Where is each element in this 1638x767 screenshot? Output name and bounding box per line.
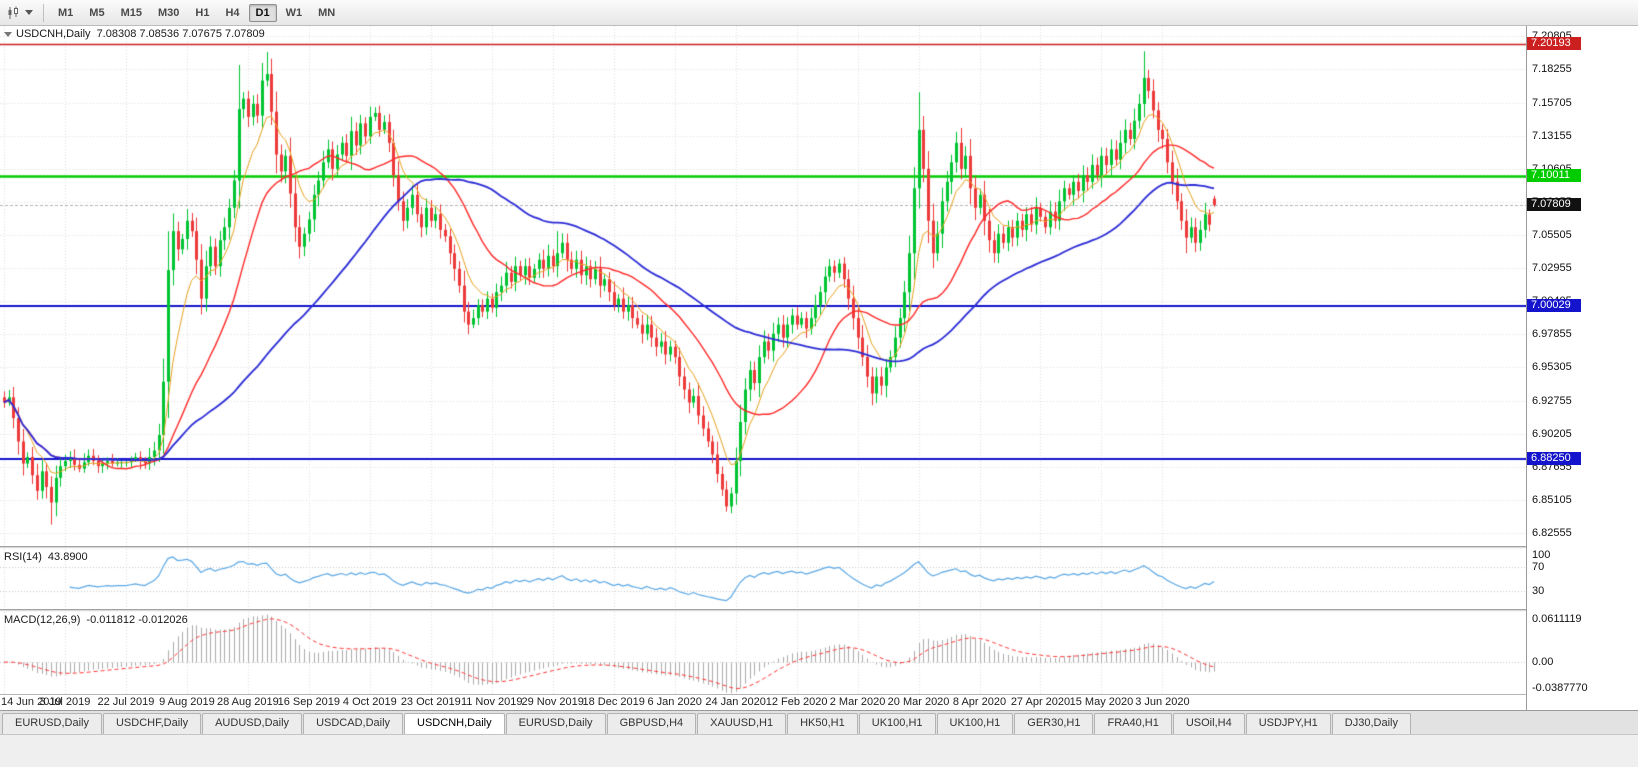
date-label: 20 Mar 2020 (887, 696, 950, 708)
timeframe-button-h4[interactable]: H4 (225, 6, 240, 19)
date-label: 15 May 2020 (1069, 696, 1134, 708)
price-tick-label: 7.18255 (1532, 63, 1572, 75)
timeframe-group: M1 M5 M15 M30 H1 H4 D1 W1 MN (50, 3, 343, 22)
macd-values: -0.011812 -0.012026 (86, 614, 188, 626)
chart-tab-hk50-h1[interactable]: HK50,H1 (787, 713, 858, 734)
time-axis[interactable]: 14 Jun 2019 3 Jul 2019 22 Jul 2019 9 Aug 20… (0, 694, 1526, 710)
macd-axis-label: -0.0387770 (1532, 682, 1588, 694)
chart-tab-gbpusd-h4[interactable]: GBPUSD,H4 (606, 713, 697, 734)
chart-tab-uk100-h1[interactable]: UK100,H1 (858, 713, 936, 734)
price-chart-canvas[interactable] (0, 26, 1526, 546)
chart-tab-usdcad-daily[interactable]: USDCAD,Daily (303, 713, 404, 734)
caret-down-icon[interactable] (25, 10, 33, 15)
chart-tab-fra40-h1[interactable]: FRA40,H1 (1094, 713, 1172, 734)
chart-tab-eurusd-daily[interactable]: EURUSD,Daily (505, 713, 606, 734)
date-label: 18 Dec 2019 (582, 696, 645, 708)
rsi-title: RSI(14) 43.8900 (4, 551, 88, 563)
price-tick-label: 6.95305 (1532, 361, 1572, 373)
macd-canvas[interactable] (0, 612, 1526, 694)
chart-title: USDCNH,Daily 7.08308 7.08536 7.07675 7.07… (4, 28, 265, 40)
price-tick-label: 6.92755 (1532, 395, 1572, 407)
chart-ohlc-values: 7.08308 7.08536 7.07675 7.07809 (96, 28, 265, 40)
status-bar (0, 734, 1638, 767)
one-click-trading-toggle-icon[interactable] (4, 31, 12, 37)
chart-tab-usdchf-daily[interactable]: USDCHF,Daily (102, 713, 202, 734)
date-label: 4 Oct 2019 (342, 696, 397, 708)
chart-tab-eurusd-daily[interactable]: EURUSD,Daily (2, 713, 102, 734)
candlestick-chart-icon[interactable] (5, 5, 23, 21)
price-tick-label: 6.97855 (1532, 328, 1572, 340)
chart-tab-usdcnh-daily[interactable]: USDCNH,Daily (404, 713, 505, 734)
price-level-tag: 7.10011 (1527, 169, 1581, 182)
macd-panel: MACD(12,26,9) -0.011812 -0.012026 (0, 612, 1526, 694)
price-tick-label: 7.13155 (1532, 130, 1572, 142)
price-tick-label: 6.85105 (1532, 494, 1572, 506)
date-label: 24 Jan 2020 (705, 696, 766, 708)
macd-axis-label: 0.0611119 (1532, 613, 1582, 625)
bid-price-tag: 7.07809 (1527, 198, 1581, 211)
macd-title: MACD(12,26,9) -0.011812 -0.012026 (4, 614, 188, 626)
chart-tab-uk100-h1[interactable]: UK100,H1 (936, 713, 1014, 734)
chart-tab-xauusd-h1[interactable]: XAUUSD,H1 (697, 713, 787, 734)
date-label: 2 Mar 2020 (829, 696, 886, 708)
rsi-level-label: 70 (1532, 561, 1545, 573)
timeframe-button-m15[interactable]: M15 (120, 6, 142, 19)
date-label: 12 Feb 2020 (765, 696, 828, 708)
price-level-tag: 7.00029 (1527, 299, 1581, 312)
plot-column: USDCNH,Daily 7.08308 7.08536 7.07675 7.07… (0, 26, 1526, 710)
price-chart-panel: USDCNH,Daily 7.08308 7.08536 7.07675 7.07… (0, 26, 1526, 546)
date-label: 22 Jul 2019 (97, 696, 155, 708)
price-tick-label: 7.02955 (1532, 262, 1572, 274)
timeframe-button-d1[interactable]: D1 (248, 3, 277, 22)
price-axis[interactable]: 7.208057.182557.157057.131557.106057.080… (1526, 26, 1638, 710)
rsi-level-label: 100 (1532, 549, 1551, 561)
price-tick-label: 6.90205 (1532, 428, 1572, 440)
price-level-tag: 6.88250 (1527, 452, 1581, 465)
timeframe-button-m1[interactable]: M1 (58, 6, 74, 19)
rsi-panel: RSI(14) 43.8900 (0, 549, 1526, 609)
date-label: 3 Jul 2019 (39, 696, 91, 708)
timeframe-button-m30[interactable]: M30 (157, 6, 180, 19)
panel-splitter[interactable] (0, 609, 1526, 612)
date-label: 11 Nov 2019 (460, 696, 523, 708)
date-label: 3 Jun 2020 (1135, 696, 1190, 708)
panel-splitter[interactable] (0, 546, 1526, 549)
date-label: 8 Apr 2020 (952, 696, 1007, 708)
date-label: 23 Oct 2019 (400, 696, 461, 708)
date-label: 16 Sep 2019 (277, 696, 341, 708)
rsi-canvas[interactable] (0, 549, 1526, 609)
rsi-level-label: 30 (1532, 585, 1545, 597)
date-label: 14 Jun 2019 (1, 696, 62, 708)
timeframe-button-w1[interactable]: W1 (285, 6, 303, 19)
chart-tab-usoil-h4[interactable]: USOil,H4 (1172, 713, 1245, 734)
chart-tab-audusd-daily[interactable]: AUDUSD,Daily (202, 713, 303, 734)
price-tick-label: 7.15705 (1532, 97, 1572, 109)
macd-label: MACD(12,26,9) (4, 614, 81, 626)
chart-symbol-label: USDCNH,Daily (16, 28, 91, 40)
rsi-label: RSI(14) (4, 551, 42, 563)
chart-tab-dj30-daily[interactable]: DJ30,Daily (1331, 713, 1411, 734)
price-level-tag: 7.20193 (1527, 37, 1581, 50)
chart-window: USDCNH,Daily 7.08308 7.08536 7.07675 7.07… (0, 26, 1638, 710)
timeframe-button-m5[interactable]: M5 (89, 6, 105, 19)
date-label: 27 Apr 2020 (1010, 696, 1071, 708)
timeframes-toolbar: M1 M5 M15 M30 H1 H4 D1 W1 MN (0, 0, 1638, 26)
chart-tab-ger30-h1[interactable]: GER30,H1 (1014, 713, 1094, 734)
date-label: 6 Jan 2020 (647, 696, 702, 708)
chart-tab-bar: EURUSD,Daily USDCHF,Daily AUDUSD,Daily USDC… (0, 710, 1638, 734)
date-label: 9 Aug 2019 (159, 696, 215, 708)
date-label: 28 Aug 2019 (216, 696, 279, 708)
price-tick-label: 6.82555 (1532, 527, 1572, 539)
chart-tab-usdjpy-h1[interactable]: USDJPY,H1 (1245, 713, 1331, 734)
timeframe-button-mn[interactable]: MN (318, 6, 336, 19)
rsi-value: 43.8900 (47, 551, 88, 563)
macd-axis-label: 0.00 (1532, 656, 1554, 668)
toolbar-separator (43, 3, 44, 22)
price-tick-label: 7.05505 (1532, 229, 1572, 241)
date-label: 29 Nov 2019 (521, 696, 584, 708)
timeframe-button-h1[interactable]: H1 (195, 6, 210, 19)
